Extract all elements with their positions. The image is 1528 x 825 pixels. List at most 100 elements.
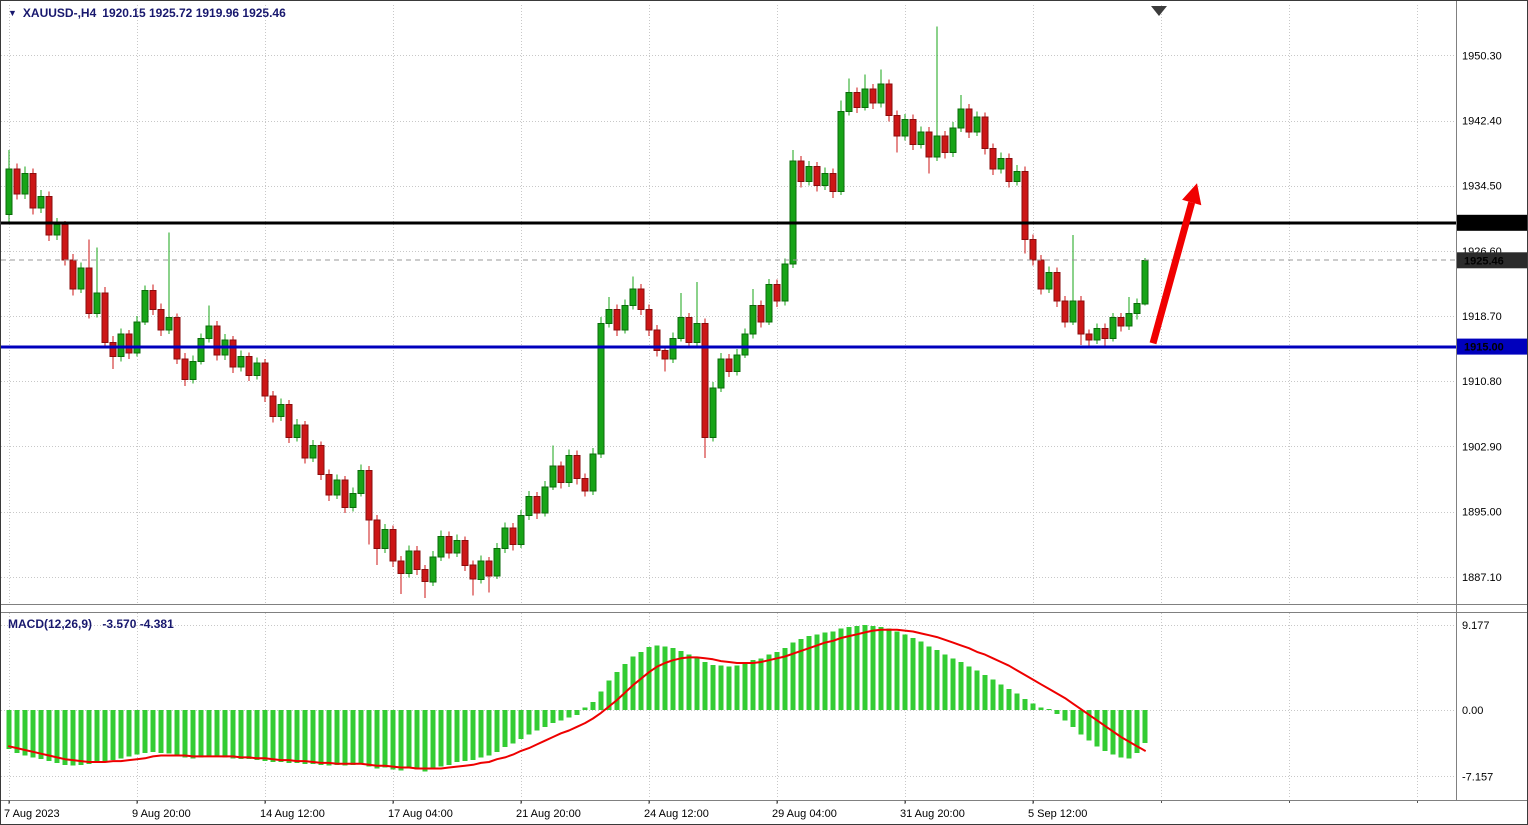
macd-histogram-bar [654,645,660,711]
price-level-badge [1457,214,1527,231]
macd-histogram-bar [782,648,788,711]
symbol-marker-icon[interactable]: ▼ [8,7,17,18]
macd-histogram-bar [1070,710,1076,727]
time-axis-label: 29 Aug 04:00 [772,808,837,820]
macd-histogram-bar [1054,710,1060,714]
macd-histogram-bar [214,710,220,757]
macd-histogram-bar [198,710,204,758]
macd-histogram-bar [94,710,100,762]
macd-histogram-bar [222,710,228,758]
chart-shift-marker-icon[interactable] [1151,6,1167,16]
macd-histogram-bar [302,710,308,764]
macd-histogram-bar [390,710,396,770]
macd-histogram-bar [62,710,68,765]
macd-histogram-bar [542,710,548,727]
price-level-badge-label: 1930.00 [1464,218,1504,230]
horizontal-levels[interactable] [1,221,1456,349]
macd-histogram-bar [598,691,604,711]
macd-histogram-bar [1086,710,1092,741]
macd-histogram-bar [110,710,116,761]
macd-histogram-bar [1006,688,1012,711]
macd-histogram-bar [806,636,812,711]
macd-histogram-bar [1118,710,1124,758]
macd-histogram-bar [670,648,676,711]
macd-histogram-bar [910,638,916,711]
time-axis-label: 7 Aug 2023 [4,808,60,820]
macd-histogram-bar [422,710,428,772]
price-level-badge-label: 1915.00 [1464,342,1504,354]
macd-histogram-bar [1046,709,1052,711]
macd-histogram-bar [30,710,36,758]
macd-histogram-bar [638,651,644,711]
macd-histogram-bar [366,710,372,767]
macd-histogram-bar [582,707,588,711]
macd-histogram-bar [902,634,908,711]
macd-histogram-bar [982,675,988,711]
macd-histogram-bar [1062,710,1068,721]
macd-histogram-bar [1022,699,1028,711]
macd-histogram-bar [838,628,844,711]
macd-histogram-bar [374,710,380,769]
ohlc-values-label: 1920.15 1925.72 1919.96 1925.46 [102,6,286,20]
macd-histogram-bar [190,710,196,759]
macd-histogram-bar [1126,710,1132,759]
macd-histogram-bar [694,657,700,711]
macd-histogram-bar [662,646,668,711]
time-axis-label: 24 Aug 12:00 [644,808,709,820]
macd-histogram-bar [822,632,828,711]
macd-histogram-bar [622,663,628,711]
macd-histogram-bar [774,651,780,711]
macd-histogram-bar [310,710,316,764]
macd-tick-label: 9.177 [1462,620,1490,632]
candlestick-series [5,26,1149,599]
grid [1,5,1456,803]
macd-histogram-bar [630,656,636,711]
macd-histogram-bar [958,662,964,711]
macd-histogram-bar [862,625,868,711]
macd-histogram-bar [142,710,148,753]
macd-tick-label: 0.00 [1462,705,1483,717]
chart-title: ▼ XAUUSD-,H4 1920.15 1925.72 1919.96 192… [8,6,286,20]
macd-signal-line [8,628,1146,770]
macd-histogram-bar [950,658,956,711]
macd-histogram-bar [246,710,252,760]
price-tick-label: 1942.40 [1462,116,1502,128]
macd-histogram-bar [470,710,476,761]
macd-histogram-bar [606,680,612,711]
price-tick-label: 1918.70 [1462,311,1502,323]
macd-histogram-bar [158,710,164,753]
macd-histogram-bar [1094,710,1100,747]
macd-histogram-bar [414,710,420,770]
macd-histogram-bar [678,650,684,711]
macd-histogram-bar [758,658,764,711]
macd-histogram-bar [270,710,276,762]
macd-histogram-bar [918,641,924,711]
macd-indicator [6,625,1148,772]
macd-histogram-bar [878,626,884,711]
price-tick-label: 1950.30 [1462,50,1502,62]
time-axis-label: 14 Aug 12:00 [260,808,325,820]
macd-histogram-bar [1134,710,1140,753]
macd-histogram-bar [886,628,892,711]
macd-histogram-bar [566,710,572,718]
macd-histogram-bar [1030,703,1036,711]
macd-histogram-bar [790,642,796,711]
macd-histogram-bar [854,626,860,711]
macd-histogram-bar [998,684,1004,711]
macd-histogram-bar [462,710,468,762]
macd-histogram-bar [54,710,60,763]
macd-histogram-bar [534,710,540,731]
macd-tick-label: -7.157 [1462,771,1493,783]
macd-histogram-bar [406,710,412,769]
macd-histogram-bar [990,679,996,711]
macd-histogram-bar [646,647,652,711]
macd-histogram-bar [278,710,284,762]
macd-label: MACD(12,26,9) -3.570 -4.381 [8,617,174,631]
macd-histogram-bar [430,710,436,770]
trend-arrow-annotation[interactable] [1149,183,1202,345]
price-tick-label: 1895.00 [1462,507,1502,519]
macd-histogram-bar [86,710,92,764]
